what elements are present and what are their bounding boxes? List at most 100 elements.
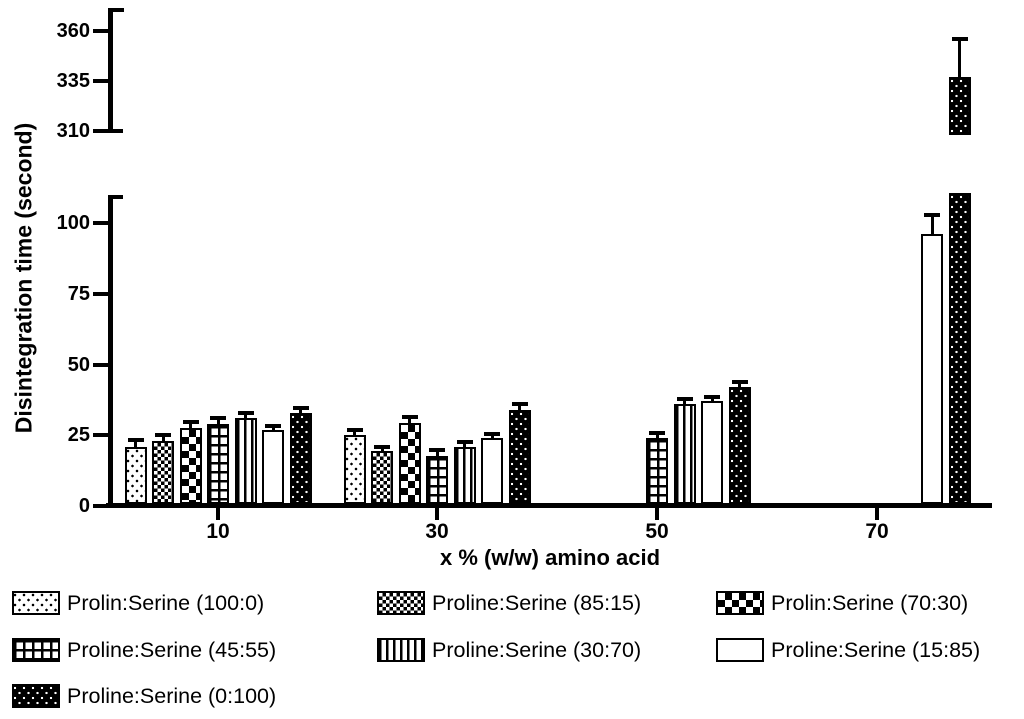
x-tick-mark — [875, 506, 879, 520]
y-tick-label: 100 — [56, 212, 90, 234]
x-tick-label: 70 — [865, 520, 889, 543]
y-axis-upper-segment — [108, 8, 113, 133]
error-bar-cap — [484, 431, 500, 436]
legend-swatch — [716, 638, 764, 662]
error-bar-cap — [265, 423, 281, 428]
error-bar-stem — [161, 436, 165, 441]
bar-s4-x30 — [453, 446, 476, 504]
legend-swatch — [12, 591, 60, 615]
legend-item: Proline:Serine (45:55) — [12, 637, 276, 663]
error-bar-cap — [649, 430, 665, 435]
x-axis-title: x % (w/w) amino acid — [439, 545, 661, 570]
bar-s2-x10 — [179, 428, 202, 504]
axis-cap-upper-top — [108, 8, 124, 12]
y-tick-mark — [93, 79, 108, 83]
error-bar-cap — [292, 406, 309, 411]
legend-item: Prolin:Serine (70:30) — [716, 590, 968, 616]
error-bar-cap — [511, 401, 528, 406]
y-tick-label: 75 — [67, 282, 90, 305]
y-tick-mark — [93, 433, 108, 438]
bar-s5-x30 — [481, 438, 503, 504]
error-bar-stem — [353, 431, 356, 436]
y-axis-lower-segment — [108, 195, 113, 508]
error-bar-stem — [710, 399, 714, 402]
legend-item: Proline:Serine (15:85) — [716, 637, 980, 663]
x-tick-mark — [435, 506, 439, 520]
bar-s3-x30 — [426, 456, 448, 504]
y-tick-label: 310 — [56, 120, 90, 142]
bar-s4-x50 — [673, 404, 696, 504]
error-bar-stem — [490, 435, 494, 439]
y-tick-mark — [93, 504, 108, 508]
y-tick-mark — [93, 362, 108, 367]
error-bar-stem — [134, 442, 137, 447]
bar-s0-x10 — [124, 446, 147, 504]
error-bar-cap — [704, 395, 720, 400]
legend-swatch — [716, 591, 764, 615]
error-bar-stem — [408, 419, 411, 423]
error-bar-stem — [930, 217, 934, 235]
legend-swatch — [377, 591, 425, 615]
bar-s6-x10 — [289, 412, 312, 504]
error-bar-cap — [401, 415, 418, 420]
y-tick-label: 0 — [78, 495, 90, 517]
error-bar-cap — [374, 444, 390, 449]
legend-swatch — [377, 638, 425, 662]
axis-break-cap-upper — [108, 129, 123, 133]
error-bar-stem — [380, 448, 384, 451]
bar-s6-x70-lower — [948, 193, 971, 504]
error-bar-stem — [435, 452, 439, 457]
error-bar-cap — [210, 415, 226, 420]
y-tick-label: 25 — [67, 424, 90, 447]
error-bar-cap — [127, 438, 144, 443]
x-tick-mark — [216, 506, 220, 520]
x-tick-mark — [655, 506, 659, 520]
error-bar-cap — [237, 410, 254, 415]
legend-item: Prolin:Serine (100:0) — [12, 590, 264, 616]
bar-s3-x10 — [207, 423, 229, 504]
error-bar-stem — [738, 384, 741, 388]
y-tick-mark — [93, 29, 108, 33]
legend-item: Proline:Serine (30:70) — [377, 637, 641, 663]
error-bar-stem — [189, 423, 192, 429]
legend-swatch — [12, 638, 60, 662]
y-tick-mark — [93, 221, 108, 225]
legend-item: Proline:Serine (0:100) — [12, 683, 276, 709]
legend-label: Proline:Serine (15:85) — [771, 637, 981, 662]
axis-break-cap-lower — [108, 195, 123, 199]
error-bar-stem — [299, 410, 302, 413]
error-bar-cap — [346, 427, 363, 432]
bar-s2-x30 — [398, 422, 421, 504]
x-tick-label: 50 — [645, 520, 669, 543]
legend-label: Prolin:Serine (100:0) — [67, 590, 265, 615]
error-bar-cap — [456, 440, 473, 445]
bar-s6-x30 — [508, 409, 531, 504]
legend-label: Prolin:Serine (70:30) — [771, 590, 969, 615]
error-bar-cap — [182, 419, 199, 424]
legend-label: Proline:Serine (30:70) — [432, 637, 642, 662]
bar-s5-x70 — [921, 234, 943, 504]
y-tick-label: 335 — [56, 70, 90, 92]
bar-s6-x50 — [728, 387, 751, 504]
bar-s6-x70-upper — [948, 77, 971, 135]
error-bar-cap — [155, 432, 171, 437]
bar-s5-x10 — [262, 429, 284, 504]
error-bar-stem — [216, 419, 220, 424]
error-bar-cap — [924, 213, 940, 218]
x-tick-label: 10 — [206, 520, 230, 543]
y-tick-mark — [93, 129, 108, 133]
bar-s5-x50 — [701, 401, 723, 504]
legend-item: Proline:Serine (85:15) — [377, 590, 641, 616]
error-bar-stem — [958, 41, 961, 77]
legend-label: Proline:Serine (45:55) — [67, 637, 277, 662]
x-tick-label: 30 — [425, 520, 449, 543]
y-tick-label: 360 — [56, 20, 90, 42]
legend-label: Proline:Serine (0:100) — [67, 683, 277, 708]
error-bar-cap — [429, 448, 445, 453]
error-bar-stem — [271, 427, 275, 430]
error-bar-stem — [463, 444, 466, 447]
error-bar-stem — [655, 434, 659, 439]
bar-s1-x10 — [152, 440, 174, 504]
